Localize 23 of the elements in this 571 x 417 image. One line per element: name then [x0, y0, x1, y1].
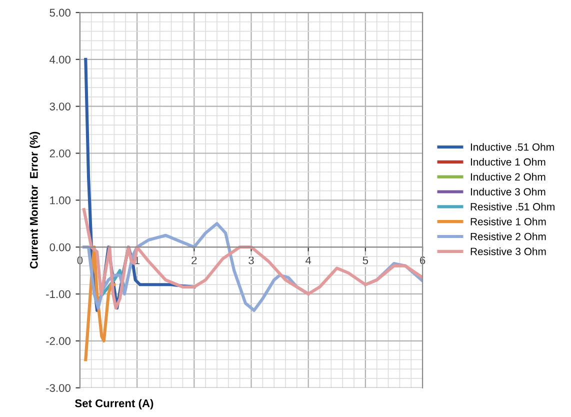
legend-label: Inductive 3 Ohm	[470, 188, 546, 196]
y-tick-label: 1.00	[50, 196, 70, 204]
x-axis-title: Set Current (A)	[75, 399, 154, 410]
y-tick-label: -1.00	[46, 290, 70, 298]
y-axis-title: Current Monitor Error (%)	[30, 132, 40, 269]
x-tick-label: 5	[362, 256, 368, 264]
y-tick-label: 3.00	[50, 102, 70, 110]
legend-label: Resistive .51 Ohm	[470, 202, 554, 210]
x-tick-label: 3	[248, 256, 254, 264]
legend-label: Inductive 2 Ohm	[470, 172, 546, 181]
legend-label: Resistive 2 Ohm	[470, 232, 546, 240]
legend-label: Inductive 1 Ohm	[470, 158, 546, 166]
legend-label: Resistive 1 Ohm	[470, 218, 546, 226]
y-tick-label: 4.00	[50, 56, 70, 64]
y-tick-label: -2.00	[46, 337, 70, 346]
y-tick-label: 5.00	[50, 8, 70, 17]
legend-label: Resistive 3 Ohm	[470, 248, 546, 256]
x-tick-label: 2	[192, 256, 197, 264]
y-tick-label: -3.00	[46, 384, 70, 392]
x-tick-label: 4	[306, 256, 312, 264]
y-tick-label: 2.00	[50, 150, 70, 158]
legend-label: Inductive .51 Ohm	[470, 143, 554, 151]
y-tick-label: 0.00	[50, 243, 70, 252]
